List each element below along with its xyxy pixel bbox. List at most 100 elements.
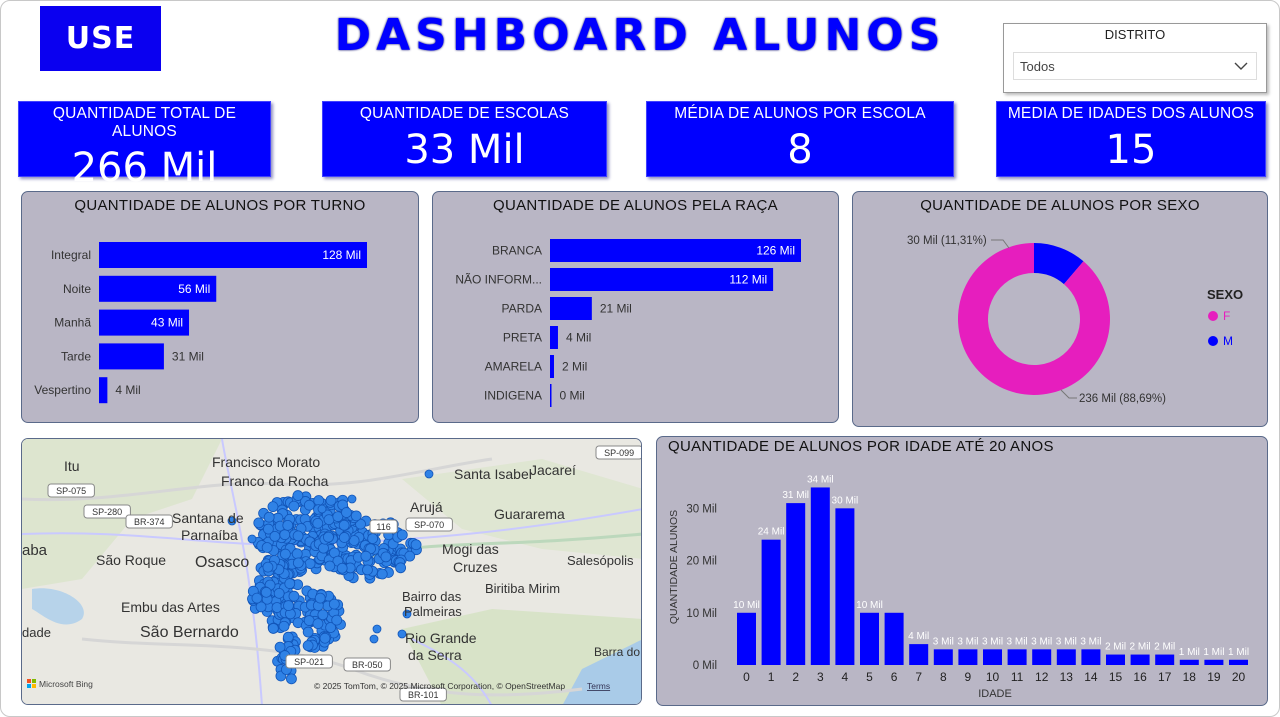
map-dot (380, 551, 392, 563)
map-place-label: Cruzes (453, 559, 497, 575)
data-label: 3 Mil (1080, 636, 1101, 647)
chart-raca: BRANCA 126 Mil NÃO INFORM... 112 Mil PARDA 21… (455, 239, 801, 407)
map-dot (282, 631, 294, 643)
map-dot (255, 601, 267, 613)
kpi-label: MÉDIA DE ALUNOS POR ESCOLA (674, 105, 926, 122)
y-tick-label: 0 Mil (693, 660, 717, 672)
map-dot-layer (227, 469, 434, 685)
map-dot (312, 517, 324, 529)
map-dot (303, 499, 315, 511)
road-shield-label: 116 (376, 522, 390, 532)
map-place-label: dade (22, 625, 51, 640)
kpi-value: 266 Mil (71, 145, 218, 191)
x-tick-label: 18 (1183, 670, 1197, 684)
data-label: 126 Mil (756, 244, 795, 258)
legend-label: F (1223, 309, 1230, 323)
bing-logo-icon (27, 679, 31, 683)
map-dot (288, 590, 300, 602)
map[interactable]: Itu Francisco Morato Franco da Rocha Santa … (22, 439, 642, 705)
map-place-label: Barra do (594, 645, 640, 659)
map-dot (227, 516, 237, 526)
map-place-label: Palmeiras (404, 604, 462, 619)
bar (1007, 649, 1027, 665)
road-shield-label: SP-280 (92, 507, 122, 517)
chart-sexo-panel[interactable]: QUANTIDADE DE ALUNOS POR SEXO 30 Mil (11… (852, 191, 1268, 427)
chart-sexo: 30 Mil (11,31%) 236 Mil (88,69%) SEXO FM (907, 235, 1243, 405)
category-label: PARDA (502, 302, 542, 316)
y-axis-label: QUANTIDADE ALUNOS (668, 510, 680, 624)
logo-text: USE (65, 21, 136, 56)
bar (1204, 659, 1224, 665)
map-dot (286, 673, 297, 685)
map-place-label: Santana de (172, 510, 244, 526)
map-dot (325, 494, 337, 506)
data-label: 2 Mil (1154, 642, 1175, 653)
map-dot (274, 641, 286, 653)
chart-turno-panel[interactable]: QUANTIDADE DE ALUNOS POR TURNO Integral 1… (21, 191, 419, 423)
chart-raca-panel[interactable]: QUANTIDADE DE ALUNOS PELA RAÇA BRANCA 126… (432, 191, 839, 423)
map-dot (247, 534, 257, 544)
data-label: 1 Mil (1203, 647, 1224, 658)
bar (1106, 654, 1125, 665)
map-dot (328, 598, 340, 610)
chevron-down-icon[interactable] (1232, 57, 1250, 75)
x-tick-label: 9 (965, 670, 972, 684)
map-terms-link: Terms (587, 681, 610, 691)
bar (884, 612, 904, 665)
map-dot (367, 533, 379, 544)
map-dot (317, 504, 327, 514)
map-dot (273, 587, 285, 599)
data-label: 2 Mil (562, 360, 587, 374)
district-dropdown[interactable]: Todos (1013, 52, 1257, 80)
map-dot (261, 542, 273, 553)
bar (1130, 654, 1150, 665)
map-dot (314, 592, 326, 604)
category-label: Noite (63, 282, 91, 296)
x-tick-label: 10 (986, 670, 1000, 684)
map-green-area (402, 459, 641, 559)
data-label: 2 Mil (1130, 642, 1151, 653)
map-dot (338, 519, 350, 531)
map-dot (269, 530, 281, 542)
data-label: 3 Mil (933, 636, 954, 647)
road-shield (343, 657, 391, 672)
map-dot (318, 542, 329, 554)
x-tick-label: 14 (1084, 670, 1098, 684)
map-place-label: Parnaíba (181, 527, 238, 543)
bing-logo-icon (27, 684, 31, 688)
data-label: 30 Mil (832, 495, 859, 506)
bing-logo-icon (32, 679, 36, 683)
map-dot (360, 550, 372, 562)
map-panel[interactable]: Itu Francisco Morato Franco da Rocha Santa … (21, 438, 642, 705)
chart-idade-panel[interactable]: QUANTIDADE DE ALUNOS POR IDADE ATÉ 20 AN… (656, 436, 1268, 706)
category-label: INDIGENA (484, 389, 542, 403)
map-dot (336, 562, 348, 574)
category-label: AMARELA (485, 360, 542, 374)
bing-label: Microsoft Bing (39, 679, 93, 689)
map-place-label: Francisco Morato (212, 454, 320, 470)
map-dot (372, 624, 382, 634)
road-shield (285, 654, 333, 669)
map-place-label: Jacareí (530, 462, 576, 478)
pie-slice (958, 243, 1110, 395)
y-tick-label: 20 Mil (686, 556, 717, 568)
data-label: 3 Mil (1007, 636, 1028, 647)
category-label: BRANCA (492, 244, 542, 258)
x-tick-label: 16 (1133, 670, 1147, 684)
bar (99, 309, 190, 336)
map-dot (348, 535, 360, 546)
data-label: 1 Mil (1228, 647, 1249, 658)
map-dot (302, 640, 314, 652)
data-label: 4 Mil (908, 631, 929, 642)
bar (737, 612, 756, 665)
kpi-label: MEDIA DE IDADES DOS ALUNOS (1007, 105, 1255, 122)
map-dot (410, 539, 422, 551)
data-label: 3 Mil (1056, 636, 1077, 647)
x-tick-label: 13 (1060, 670, 1074, 684)
map-water (563, 639, 641, 704)
data-label: 1 Mil (1179, 647, 1200, 658)
data-label: 24 Mil (758, 527, 785, 538)
map-dot (292, 490, 304, 501)
map-attribution: © 2025 TomTom, © 2025 Microsoft Corporat… (314, 681, 565, 691)
district-slicer[interactable]: DISTRITO Todos (1003, 23, 1267, 93)
